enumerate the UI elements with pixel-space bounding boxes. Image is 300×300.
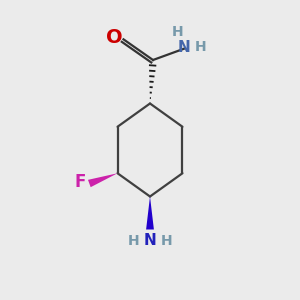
Text: N: N <box>178 40 190 55</box>
Text: H: H <box>172 25 184 39</box>
Text: H: H <box>128 234 139 248</box>
Text: O: O <box>106 28 122 47</box>
Text: H: H <box>161 234 172 248</box>
Text: H: H <box>195 40 206 54</box>
Text: N: N <box>144 233 156 248</box>
Polygon shape <box>88 173 118 187</box>
Text: F: F <box>74 173 85 191</box>
Polygon shape <box>146 196 154 230</box>
